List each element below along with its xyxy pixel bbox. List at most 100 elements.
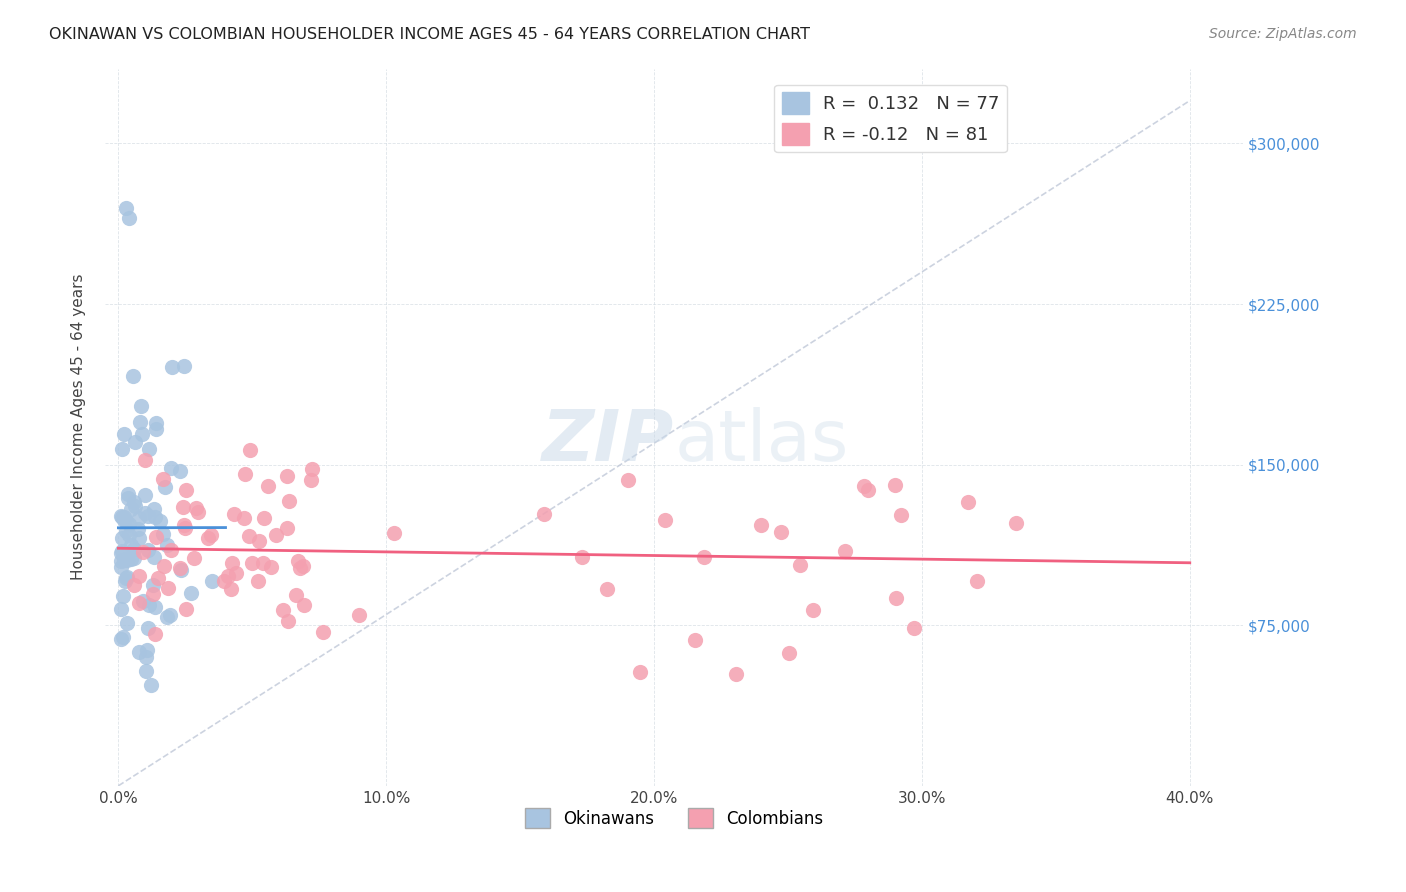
- Point: [117, 491, 139, 505]
- Point: [224, 507, 246, 521]
- Point: [276, 468, 298, 483]
- Point: [112, 553, 135, 567]
- Point: [156, 538, 179, 552]
- Point: [290, 560, 312, 574]
- Point: [214, 574, 236, 589]
- Point: [115, 514, 138, 528]
- Point: [200, 528, 222, 542]
- Point: [118, 517, 141, 532]
- Point: [111, 509, 134, 524]
- Point: [246, 574, 269, 589]
- Point: [156, 581, 179, 595]
- Point: [153, 559, 176, 574]
- Point: [128, 596, 150, 610]
- Point: [117, 615, 139, 630]
- Legend: Okinawans, Colombians: Okinawans, Colombians: [519, 801, 830, 835]
- Text: ZIP: ZIP: [541, 407, 673, 476]
- Point: [114, 574, 136, 588]
- Point: [122, 578, 145, 592]
- Point: [693, 549, 716, 564]
- Point: [115, 524, 138, 539]
- Point: [299, 473, 322, 487]
- Point: [160, 359, 183, 374]
- Point: [292, 598, 315, 612]
- Point: [287, 554, 309, 568]
- Point: [135, 643, 157, 657]
- Point: [114, 571, 136, 585]
- Point: [654, 513, 676, 527]
- Point: [183, 550, 205, 565]
- Point: [112, 509, 135, 524]
- Y-axis label: Householder Income Ages 45 - 64 years: Householder Income Ages 45 - 64 years: [72, 274, 86, 581]
- Point: [112, 513, 135, 527]
- Point: [176, 483, 198, 497]
- Point: [252, 556, 274, 570]
- Point: [169, 561, 191, 575]
- Point: [142, 578, 165, 592]
- Point: [129, 399, 152, 413]
- Point: [128, 511, 150, 525]
- Point: [124, 499, 146, 513]
- Point: [239, 442, 262, 457]
- Point: [1004, 516, 1026, 531]
- Point: [122, 541, 145, 556]
- Point: [291, 559, 314, 574]
- Point: [110, 560, 132, 574]
- Text: Source: ZipAtlas.com: Source: ZipAtlas.com: [1209, 27, 1357, 41]
- Point: [153, 480, 176, 494]
- Point: [890, 508, 912, 523]
- Point: [257, 479, 280, 493]
- Point: [134, 488, 156, 502]
- Point: [136, 508, 159, 523]
- Point: [884, 591, 907, 606]
- Point: [156, 610, 179, 624]
- Point: [143, 510, 166, 524]
- Point: [301, 462, 323, 476]
- Point: [145, 530, 167, 544]
- Point: [852, 479, 875, 493]
- Point: [111, 544, 134, 558]
- Point: [118, 528, 141, 542]
- Point: [247, 534, 270, 549]
- Text: OKINAWAN VS COLOMBIAN HOUSEHOLDER INCOME AGES 45 - 64 YEARS CORRELATION CHART: OKINAWAN VS COLOMBIAN HOUSEHOLDER INCOME…: [49, 27, 810, 42]
- Point: [143, 549, 166, 564]
- Point: [232, 511, 254, 525]
- Point: [148, 571, 170, 585]
- Point: [260, 560, 283, 574]
- Point: [159, 461, 181, 475]
- Point: [122, 495, 145, 509]
- Point: [571, 550, 593, 565]
- Point: [789, 558, 811, 572]
- Point: [749, 518, 772, 533]
- Point: [174, 602, 197, 616]
- Point: [221, 556, 243, 570]
- Point: [311, 625, 333, 640]
- Point: [903, 621, 925, 635]
- Point: [145, 416, 167, 430]
- Point: [596, 582, 619, 597]
- Point: [135, 650, 157, 665]
- Point: [135, 665, 157, 679]
- Point: [276, 614, 298, 628]
- Point: [110, 554, 132, 568]
- Point: [120, 502, 142, 516]
- Point: [145, 422, 167, 436]
- Point: [124, 435, 146, 450]
- Point: [184, 501, 207, 516]
- Point: [143, 626, 166, 640]
- Point: [128, 568, 150, 582]
- Point: [683, 633, 706, 648]
- Point: [138, 598, 160, 612]
- Point: [724, 667, 747, 681]
- Point: [382, 526, 405, 541]
- Point: [278, 493, 301, 508]
- Point: [110, 601, 132, 615]
- Point: [138, 442, 160, 457]
- Point: [170, 563, 193, 577]
- Point: [127, 522, 149, 536]
- Point: [115, 553, 138, 567]
- Point: [264, 528, 287, 542]
- Point: [276, 520, 298, 534]
- Point: [197, 532, 219, 546]
- Point: [120, 538, 142, 552]
